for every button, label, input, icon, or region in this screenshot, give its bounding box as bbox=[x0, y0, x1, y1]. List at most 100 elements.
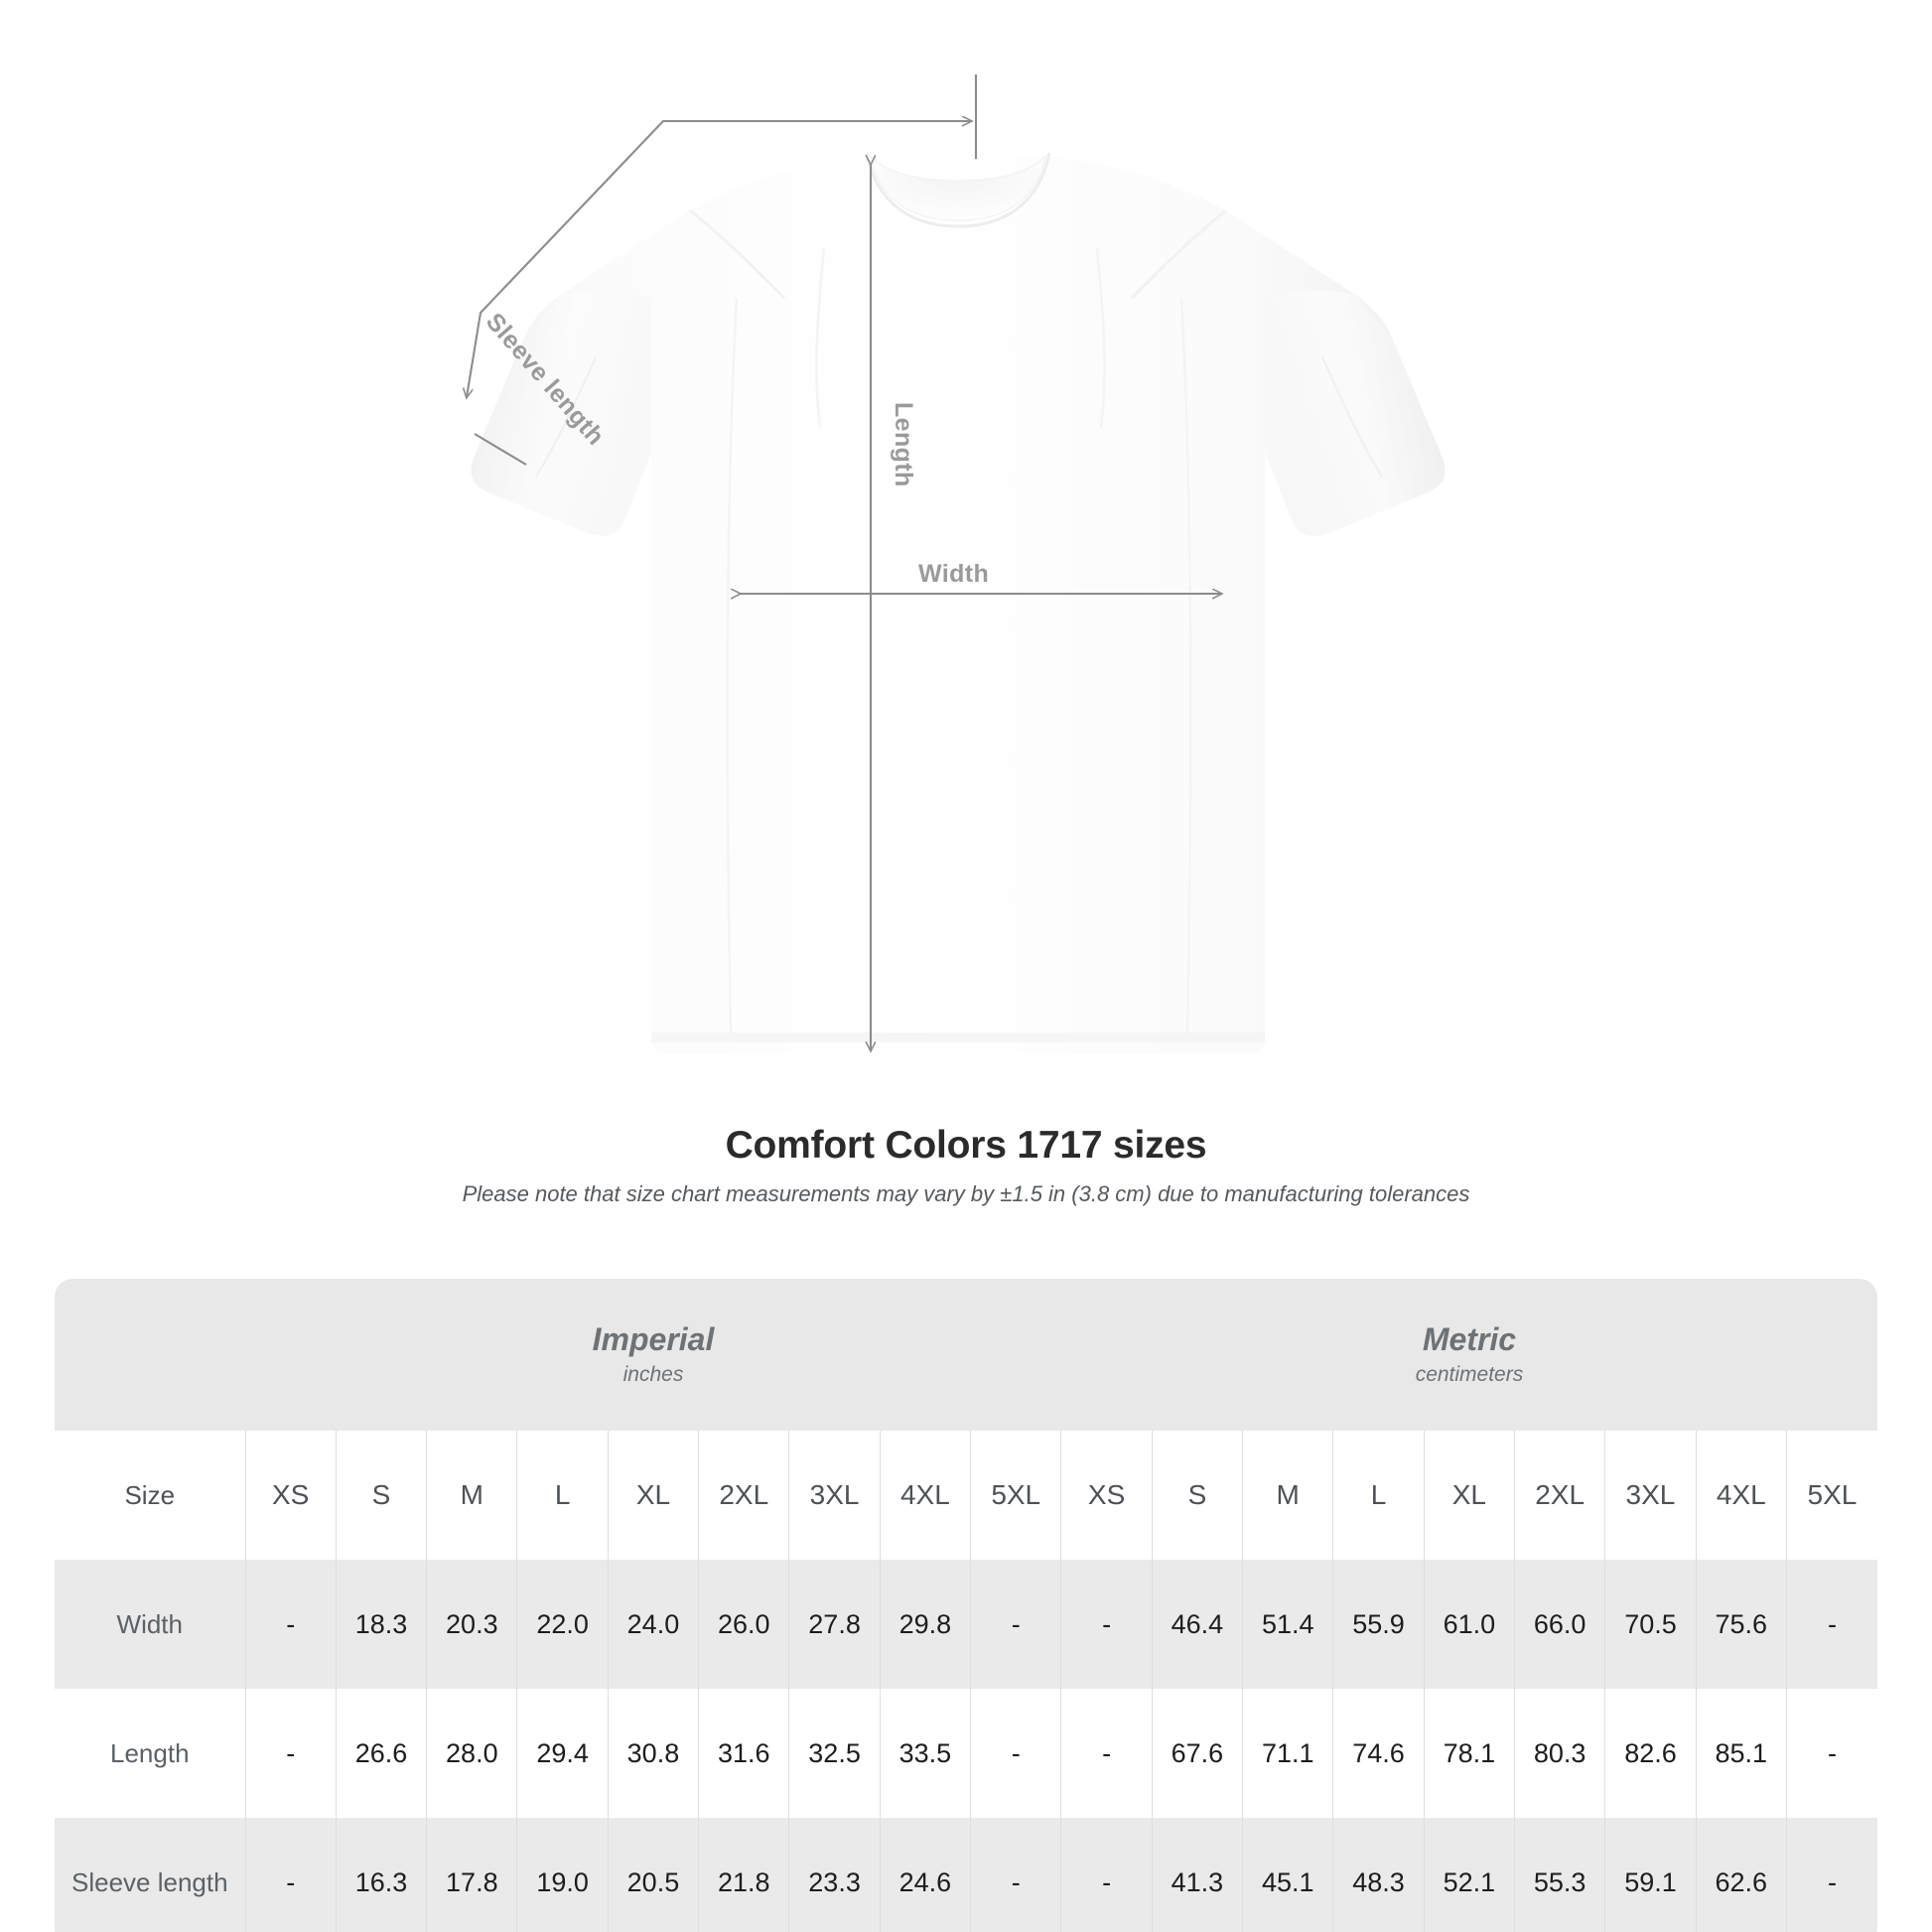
cell-sleeve-imp-2: 17.8 bbox=[426, 1818, 517, 1932]
size-header-imp-4: XL bbox=[607, 1431, 699, 1560]
size-header-met-5: 2XL bbox=[1513, 1431, 1605, 1560]
cell-length-met-3: 74.6 bbox=[1332, 1689, 1425, 1818]
size-header-imp-6: 3XL bbox=[788, 1431, 881, 1560]
cell-width-met-1: 46.4 bbox=[1151, 1560, 1243, 1689]
unit-group-imperial: Imperial inches bbox=[245, 1279, 1061, 1431]
length-label: Length bbox=[890, 402, 917, 487]
cell-sleeve-met-0: - bbox=[1060, 1818, 1153, 1932]
cell-width-met-6: 70.5 bbox=[1604, 1560, 1697, 1689]
size-header-imp-7: 4XL bbox=[879, 1431, 971, 1560]
row-label-sleeve-length: Sleeve length bbox=[55, 1818, 246, 1932]
measurement-lines bbox=[467, 74, 1221, 1050]
cell-sleeve-met-1: 41.3 bbox=[1151, 1818, 1243, 1932]
size-header-met-7: 4XL bbox=[1695, 1431, 1787, 1560]
cell-width-imp-3: 22.0 bbox=[516, 1560, 609, 1689]
cell-length-imp-0: - bbox=[244, 1689, 337, 1818]
title-block: Comfort Colors 1717 sizes Please note th… bbox=[0, 1124, 1932, 1207]
tshirt-illustration bbox=[0, 74, 1446, 1053]
cell-sleeve-imp-1: 16.3 bbox=[335, 1818, 427, 1932]
size-header-met-6: 3XL bbox=[1604, 1431, 1697, 1560]
cell-width-met-7: 75.6 bbox=[1695, 1560, 1787, 1689]
cell-width-met-8: - bbox=[1785, 1560, 1877, 1689]
cell-sleeve-imp-7: 24.6 bbox=[879, 1818, 971, 1932]
cell-width-imp-8: - bbox=[970, 1560, 1061, 1689]
size-header-met-3: L bbox=[1332, 1431, 1425, 1560]
cell-length-imp-5: 31.6 bbox=[698, 1689, 789, 1818]
size-header-imp-1: S bbox=[335, 1431, 427, 1560]
size-table: Imperial inches Metric centimeters Size … bbox=[55, 1279, 1877, 1932]
tshirt-diagram: Sleeve length Length Width bbox=[0, 74, 1446, 1053]
size-header-met-1: S bbox=[1151, 1431, 1243, 1560]
cell-width-imp-6: 27.8 bbox=[788, 1560, 881, 1689]
cell-length-met-0: - bbox=[1060, 1689, 1153, 1818]
table-row: Length - 26.6 28.0 29.4 30.8 31.6 32.5 3… bbox=[55, 1689, 1877, 1818]
cell-width-imp-1: 18.3 bbox=[335, 1560, 427, 1689]
table-row: Sleeve length - 16.3 17.8 19.0 20.5 21.8… bbox=[55, 1818, 1877, 1932]
size-header-imp-8: 5XL bbox=[970, 1431, 1061, 1560]
cell-sleeve-met-4: 52.1 bbox=[1423, 1818, 1515, 1932]
cell-length-imp-6: 32.5 bbox=[788, 1689, 881, 1818]
cell-width-imp-4: 24.0 bbox=[607, 1560, 699, 1689]
size-header-imp-2: M bbox=[426, 1431, 517, 1560]
row-label-length: Length bbox=[55, 1689, 246, 1818]
cell-sleeve-met-2: 45.1 bbox=[1242, 1818, 1333, 1932]
unit-group-metric-sub: centimeters bbox=[1415, 1362, 1524, 1386]
width-label: Width bbox=[918, 560, 990, 588]
unit-header-row: Imperial inches Metric centimeters bbox=[55, 1279, 1877, 1431]
size-header-imp-5: 2XL bbox=[698, 1431, 789, 1560]
cell-width-met-4: 61.0 bbox=[1423, 1560, 1515, 1689]
size-header-met-0: XS bbox=[1060, 1431, 1153, 1560]
cell-length-met-1: 67.6 bbox=[1151, 1689, 1243, 1818]
unit-group-metric: Metric centimeters bbox=[1060, 1279, 1877, 1431]
cell-sleeve-imp-8: - bbox=[970, 1818, 1061, 1932]
tshirt-shape bbox=[471, 152, 1446, 1053]
unit-group-imperial-name: Imperial bbox=[592, 1320, 715, 1357]
tolerance-note: Please note that size chart measurements… bbox=[462, 1181, 1470, 1206]
cell-width-met-3: 55.9 bbox=[1332, 1560, 1425, 1689]
cell-width-imp-7: 29.8 bbox=[879, 1560, 971, 1689]
cell-length-imp-2: 28.0 bbox=[426, 1689, 517, 1818]
cell-sleeve-met-8: - bbox=[1785, 1818, 1877, 1932]
unit-group-imperial-sub: inches bbox=[622, 1362, 684, 1386]
cell-sleeve-met-3: 48.3 bbox=[1332, 1818, 1425, 1932]
cell-length-met-4: 78.1 bbox=[1423, 1689, 1515, 1818]
cell-sleeve-imp-6: 23.3 bbox=[788, 1818, 881, 1932]
cell-width-imp-2: 20.3 bbox=[426, 1560, 517, 1689]
cell-sleeve-imp-0: - bbox=[244, 1818, 337, 1932]
cell-width-met-5: 66.0 bbox=[1513, 1560, 1605, 1689]
size-table-container: Imperial inches Metric centimeters Size … bbox=[55, 1279, 1877, 1932]
unit-group-metric-name: Metric bbox=[1422, 1320, 1517, 1357]
size-header-met-8: 5XL bbox=[1785, 1431, 1877, 1560]
cell-width-imp-0: - bbox=[244, 1560, 337, 1689]
cell-length-imp-8: - bbox=[970, 1689, 1061, 1818]
cell-sleeve-imp-5: 21.8 bbox=[698, 1818, 789, 1932]
cell-sleeve-met-7: 62.6 bbox=[1695, 1818, 1787, 1932]
size-corner-label: Size bbox=[55, 1431, 246, 1560]
cell-width-met-2: 51.4 bbox=[1242, 1560, 1333, 1689]
size-header-imp-3: L bbox=[516, 1431, 609, 1560]
size-header-imp-0: XS bbox=[244, 1431, 337, 1560]
cell-length-imp-3: 29.4 bbox=[516, 1689, 609, 1818]
cell-length-met-2: 71.1 bbox=[1242, 1689, 1333, 1818]
cell-width-imp-5: 26.0 bbox=[698, 1560, 789, 1689]
cell-width-met-0: - bbox=[1060, 1560, 1153, 1689]
table-row: Width - 18.3 20.3 22.0 24.0 26.0 27.8 29… bbox=[55, 1560, 1877, 1689]
cell-length-met-6: 82.6 bbox=[1604, 1689, 1697, 1818]
size-header-met-2: M bbox=[1242, 1431, 1333, 1560]
size-header-met-4: XL bbox=[1423, 1431, 1515, 1560]
cell-length-imp-7: 33.5 bbox=[879, 1689, 971, 1818]
cell-length-met-8: - bbox=[1785, 1689, 1877, 1818]
top-pointer bbox=[663, 74, 978, 159]
cell-sleeve-met-5: 55.3 bbox=[1513, 1818, 1605, 1932]
size-header-row: Size XS S M L XL 2XL 3XL 4XL 5XL XS S M … bbox=[55, 1431, 1877, 1560]
cell-length-met-7: 85.1 bbox=[1695, 1689, 1787, 1818]
cell-sleeve-imp-3: 19.0 bbox=[516, 1818, 609, 1932]
cell-length-imp-4: 30.8 bbox=[607, 1689, 699, 1818]
cell-length-met-5: 80.3 bbox=[1513, 1689, 1605, 1818]
cell-sleeve-imp-4: 20.5 bbox=[607, 1818, 699, 1932]
row-label-width: Width bbox=[55, 1560, 246, 1689]
cell-length-imp-1: 26.6 bbox=[335, 1689, 427, 1818]
cell-sleeve-met-6: 59.1 bbox=[1604, 1818, 1697, 1932]
unit-corner-cell bbox=[55, 1279, 246, 1431]
